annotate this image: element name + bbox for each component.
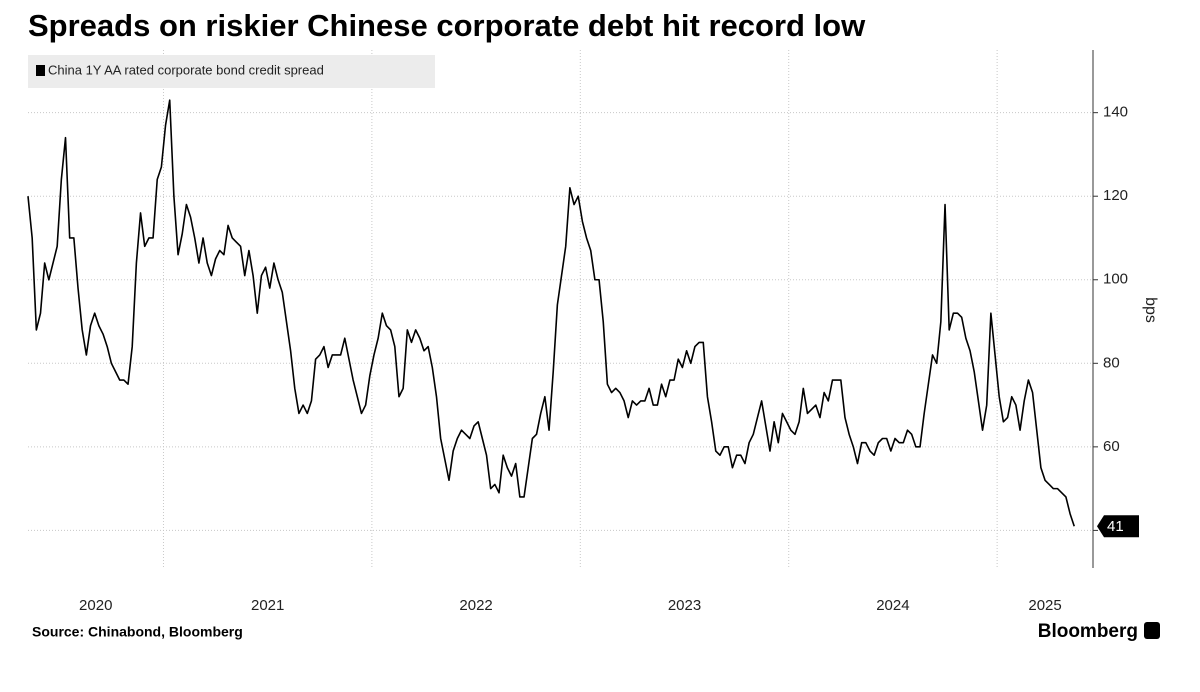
last-value-tag — [1097, 515, 1139, 538]
legend-label: China 1Y AA rated corporate bond credit … — [48, 62, 324, 77]
legend: China 1Y AA rated corporate bond credit … — [28, 55, 435, 88]
source: Source: Chinabond, Bloomberg — [32, 624, 243, 640]
x-tick-label: 2021 — [251, 597, 284, 614]
y-tick-label: 120 — [1103, 187, 1128, 204]
legend-swatch — [36, 65, 45, 76]
brand: Bloomberg — [1038, 621, 1138, 642]
legend-background — [28, 55, 435, 88]
y-axis-label: bps — [1142, 297, 1159, 323]
y-tick-label: 60 — [1103, 438, 1120, 455]
x-tick-label: 2024 — [876, 597, 909, 614]
x-tick-label: 2020 — [79, 597, 112, 614]
last-value-label: 41 — [1107, 518, 1124, 535]
line — [27, 99, 1075, 527]
y-tick-label: 80 — [1103, 354, 1120, 371]
y-tick-label: 140 — [1103, 104, 1128, 121]
x-tick-label: 2022 — [459, 597, 492, 614]
x-tick-label: 2023 — [668, 597, 701, 614]
chart-title: Spreads on riskier Chinese corporate deb… — [28, 8, 866, 43]
y-tick-label: 100 — [1103, 271, 1128, 288]
brand-icon — [1144, 622, 1160, 639]
x-tick-label: 2025 — [1028, 597, 1061, 614]
